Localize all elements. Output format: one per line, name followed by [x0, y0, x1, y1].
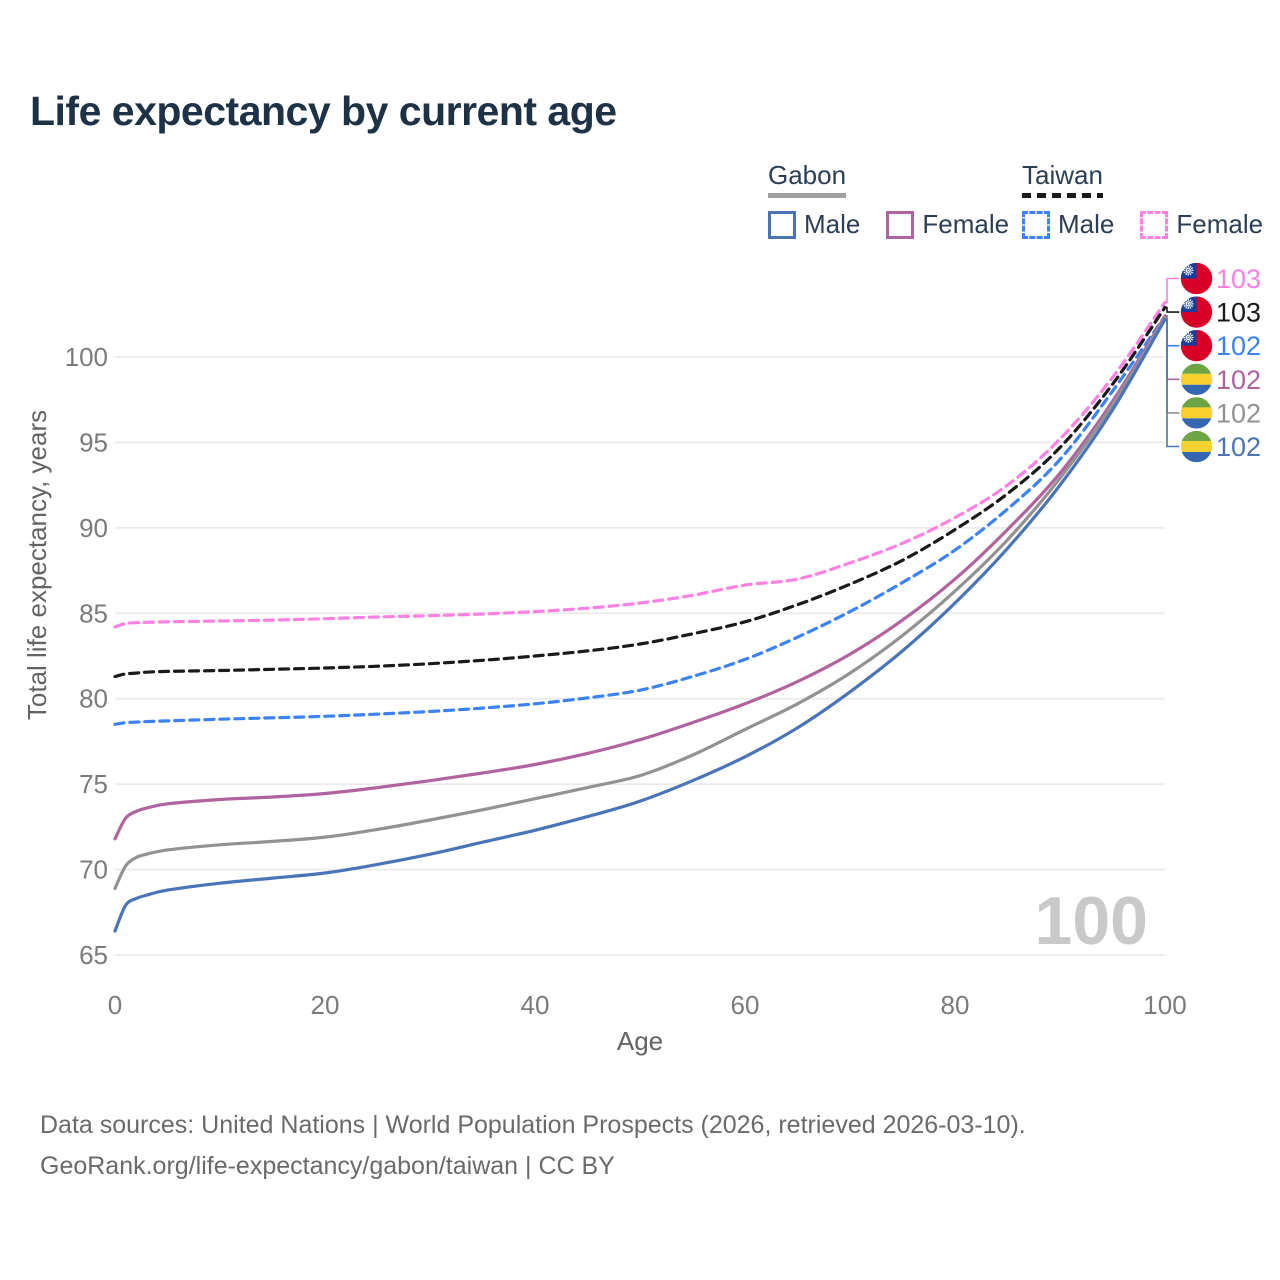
series-line-gabon-female — [113, 314, 1167, 841]
legend-item-taiwan-male[interactable]: Male — [1022, 209, 1114, 240]
end-value-label-gabon-both: 102 — [1216, 398, 1261, 428]
x-tick-label: 60 — [731, 990, 760, 1020]
flag-icon-gabon — [1180, 362, 1213, 396]
gabon-line-style-swatch — [768, 193, 847, 198]
end-value-label-taiwan-female: 103 — [1216, 264, 1261, 294]
legend-item-gabon-male[interactable]: Male — [768, 209, 860, 240]
end-value-label-taiwan-both: 103 — [1216, 298, 1261, 328]
leader-line-taiwan-female — [1165, 277, 1180, 304]
legend-item-label: Female — [1176, 209, 1264, 239]
x-tick-label: 100 — [1143, 990, 1186, 1020]
x-tick-label: 40 — [521, 990, 550, 1020]
y-tick-label: 90 — [79, 513, 108, 543]
flag-icon-taiwan — [1180, 295, 1213, 329]
gabon-female-swatch-icon — [886, 210, 915, 239]
series-line-gabon-male — [113, 317, 1167, 933]
flag-ring — [1179, 294, 1214, 330]
taiwan-line-style-swatch — [1022, 193, 1103, 198]
legend-group-gabon: Gabon Male Female — [768, 160, 1009, 240]
legend-row-gabon: Male Female — [768, 209, 1009, 240]
legend-item-label: Male — [804, 209, 861, 239]
footer-sources-line: Data sources: United Nations | World Pop… — [40, 1111, 1026, 1139]
legend-country-gabon: Gabon — [768, 160, 847, 198]
end-value-label-gabon-male: 102 — [1216, 432, 1261, 462]
y-tick-label: 80 — [79, 684, 108, 714]
leader-line-taiwan-both — [1165, 306, 1180, 313]
legend-country-taiwan-label: Taiwan — [1022, 160, 1103, 190]
legend-country-taiwan: Taiwan — [1022, 160, 1103, 198]
x-tick-label: 80 — [941, 990, 970, 1020]
taiwan-female-swatch-icon — [1140, 210, 1169, 239]
y-tick-label: 85 — [79, 598, 108, 628]
series-line-taiwan-both — [113, 305, 1167, 679]
flag-icon-gabon — [1180, 430, 1213, 463]
end-value-label-taiwan-male: 102 — [1216, 331, 1261, 361]
y-tick-label: 95 — [79, 427, 108, 457]
end-value-label-gabon-female: 102 — [1216, 365, 1261, 395]
flag-ring — [1179, 395, 1214, 431]
series-line-taiwan-male — [113, 314, 1167, 726]
legend-row-taiwan: Male Female — [1022, 209, 1263, 240]
page-title: Life expectancy by current age — [30, 88, 617, 134]
flag-icon-gabon — [1180, 396, 1213, 430]
gabon-male-swatch-icon — [768, 210, 796, 239]
y-tick-label: 100 — [65, 342, 108, 372]
x-tick-label: 20 — [311, 990, 340, 1020]
legend-item-label: Female — [922, 209, 1010, 239]
legend-item-gabon-female[interactable]: Female — [886, 209, 1009, 240]
flag-icon-taiwan — [1180, 262, 1213, 295]
legend-group-taiwan: Taiwan Male Female — [1022, 160, 1263, 240]
flag-ring — [1179, 261, 1214, 296]
footer-attribution-line: GeoRank.org/life-expectancy/gabon/taiwan… — [40, 1152, 615, 1180]
x-axis-title: Age — [617, 1026, 663, 1056]
leader-line-gabon-male — [1165, 318, 1180, 448]
flag-ring — [1179, 328, 1214, 363]
flag-ring — [1179, 362, 1214, 397]
legend-item-label: Male — [1058, 209, 1115, 239]
watermark-age: 100 — [1035, 883, 1148, 959]
flag-icon-taiwan — [1180, 329, 1213, 363]
legend-country-gabon-label: Gabon — [768, 160, 847, 190]
series-line-gabon-both — [113, 316, 1167, 890]
y-tick-label: 65 — [79, 940, 108, 970]
y-tick-label: 70 — [79, 855, 108, 885]
series-line-taiwan-female — [113, 300, 1167, 629]
y-axis-title: Total life expectancy, years — [22, 410, 52, 720]
y-tick-label: 75 — [79, 769, 108, 799]
flag-ring — [1179, 429, 1214, 464]
legend-item-taiwan-female[interactable]: Female — [1140, 209, 1263, 240]
taiwan-male-swatch-icon — [1022, 210, 1050, 239]
x-tick-label: 0 — [108, 990, 122, 1020]
footer: Data sources: United Nations | World Pop… — [40, 1105, 1026, 1187]
